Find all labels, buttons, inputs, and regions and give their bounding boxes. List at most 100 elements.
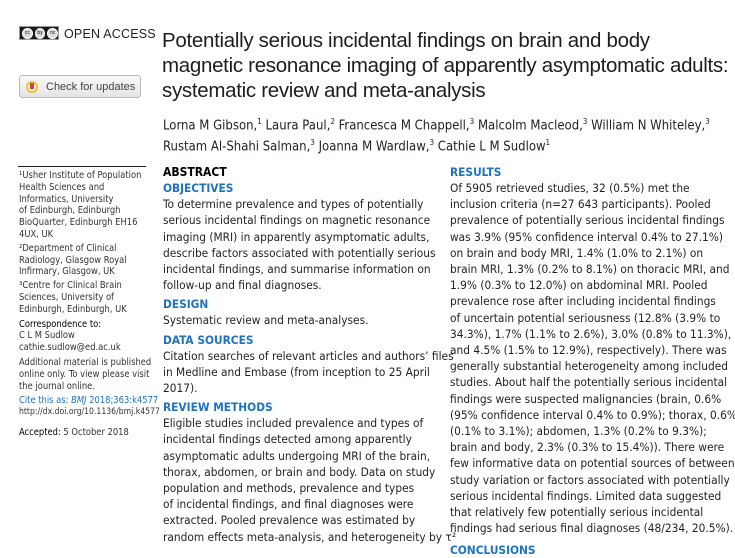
text-line: random effects meta-analysis, and hetero… [163,529,457,544]
affiliation-line: ³Centre for Clinical Brain [19,280,122,292]
text-line: generally substantial heterogeneity amon… [450,359,728,374]
text-line: that relatively few potentially serious … [450,505,704,520]
text-line: few informative data on potential source… [450,456,735,471]
additional-material-line: the journal online. [19,380,95,392]
text-line: brain MRI, 1.3% (0.2% to 8.1%) on thorac… [450,262,730,277]
text-line: Systematic review and meta-analyses. [163,313,369,328]
author-name: Lorna M Gibson, [163,118,258,134]
author-name: Rustam Al-Shahi Salman, [163,139,311,155]
author-name: Joanna M Wardlaw, [314,139,430,155]
cite-ref: 2018;363:k4577 [86,395,159,407]
divider [18,166,146,167]
abstract-heading: ABSTRACT [163,165,227,179]
text-line: (0.1% to 3.1%); abdomen, 1.3% (0.2% to 9… [450,424,707,439]
text-line: Eligible studies included prevalence and… [163,416,424,431]
text-line: inclusion criteria (n=27 643 participant… [450,197,711,212]
text-line: prevalence of potentially serious incide… [450,213,725,228]
section-heading-results: RESULTS [450,165,502,179]
text-line: extracted. Pooled prevalence was estimat… [163,513,416,528]
affiliation-line: BioQuarter, Edinburgh EH16 [19,217,138,229]
correspondence-label: Correspondence to: [19,318,102,330]
check-for-updates-button[interactable]: Check for updates [19,75,141,98]
affiliation: ³Centre for Clinical Brain Sciences, Univ… [19,280,159,315]
author-name: Laura Paul, [261,118,331,134]
nc-icon: nc [47,27,59,39]
author-affiliation-marker: 3 [310,138,315,148]
by-icon: by [34,27,46,39]
cite-journal: BMJ [71,395,87,407]
text-line: in Medline and Embase (from inception to… [163,364,430,379]
section-heading-review-methods: REVIEW METHODS [163,400,273,415]
author-name: William N Whiteley, [587,118,706,134]
affiliation-line: ¹Usher Institute of Population [19,170,142,181]
creative-commons-badge: cc by nc [19,26,59,40]
text-line: (95% confidence interval 0.4% to 0.9%); … [450,407,735,422]
affiliation-line: 4UX, UK [19,228,54,240]
section-heading-data-sources: DATA SOURCES [163,332,254,347]
affiliation: ¹Usher Institute of Population Health Sci… [19,170,159,241]
affiliation-line: of Edinburgh, Edinburgh [19,205,121,217]
affiliation-line: ²Department of Clinical [19,242,117,254]
section-body: Systematic review and meta-analyses. [163,312,456,328]
title-line: systematic review and meta-analysis [162,79,486,102]
author-affiliation-marker: 3 [705,117,710,126]
author-affiliation-marker: 1 [545,138,551,148]
text-line: imaging (MRI) in apparently asymptomatic… [163,229,430,244]
text-line: incidental findings, and summarise infor… [163,262,431,277]
author-list: Lorna M Gibson,1 Laura Paul,2 Francesca … [163,113,733,156]
author-name: Cathie L M Sudlow [434,139,546,155]
text-line: To determine prevalence and types of pot… [163,197,424,212]
text-line: brain and body, 2.3% (0.3% to 15.4%)). T… [450,440,725,455]
correspondence-email[interactable]: cathie.sudlow@ed.ac.uk [19,342,121,354]
text-line: Citation searches of relevant articles a… [163,348,454,363]
correspondence-name: C L M Sudlow [19,330,75,342]
text-line: of incidental findings, and final diagno… [163,497,414,512]
text-line: Of 5905 retrieved studies, 32 (0.5%) met… [450,181,690,195]
open-access-label: OPEN ACCESS [64,27,156,41]
results-section: RESULTS Of 5905 retrieved studies, 32 (0… [450,164,735,558]
title-line: Potentially serious incidental findings … [162,29,650,52]
text-line: serious incidental findings. Limited dat… [450,488,722,503]
affiliation-line: Infirmary, Glasgow, UK [19,266,115,278]
text-line: serious incidental findings on magnetic … [163,213,431,228]
affiliation: ²Department of Clinical Radiology, Glasgo… [19,243,159,278]
text-line: findings had serious final diagnoses (48… [450,521,734,536]
additional-material-line: Additional material is published [19,356,152,368]
accepted-date: 5 October 2018 [60,426,129,438]
accepted-label: Accepted: [19,426,61,438]
text-line: on brain and body MRI, 1.4% (1.0% to 2.1… [450,245,704,260]
text-line: was 3.9% (95% confidence interval 0.4% t… [450,229,724,244]
article-title: Potentially serious incidental findings … [162,28,729,103]
author-affiliation-marker: 1 [257,117,262,126]
text-line: incidental findings detected among appar… [163,432,412,447]
cite-label: Cite this as: [19,395,72,407]
text-line: prevalence rose after including incident… [450,294,716,309]
author-line: Rustam Al-Shahi Salman,3 Joanna M Wardla… [163,134,733,155]
section-body: Eligible studies included prevalence and… [163,415,456,545]
text-line: asymptomatic adults undergoing MRI of th… [163,448,431,463]
text-line: 34.3%), 1.7% (1.1% to 2.6%), 3.0% (0.8% … [450,326,732,341]
affiliation-line: Radiology, Glasgow Royal [19,254,127,266]
author-name: Francesca M Chappell, [334,118,470,134]
text-line: study variation or factors associated wi… [450,472,730,487]
text-line: population and methods, prevalence and t… [163,481,415,496]
section-heading-objectives: OBJECTIVES [163,181,234,196]
crossmark-icon [26,80,38,93]
author-affiliation-marker: 3 [469,117,475,126]
author-affiliation-marker: 2 [330,117,335,126]
affiliation-line: Sciences, University of [19,291,115,303]
affiliation-line: Health Sciences and [19,181,105,193]
author-name: Malcolm Macleod, [474,118,583,134]
author-affiliation-marker: 3 [429,138,435,148]
author-affiliation-marker: 3 [582,117,588,126]
text-line: follow-up and final diagnoses. [163,278,322,293]
text-line: studies. About half the potentially seri… [450,375,728,390]
doi-link[interactable]: http://dx.doi.org/10.1136/bmj.k4577 [19,407,160,418]
cc-icon: cc [22,27,33,39]
affiliation-line: Edinburgh, Edinburgh, UK [19,303,127,315]
title-line: magnetic resonance imaging of apparently… [162,54,729,77]
text-line: 1.9% (0.3% to 12.0%) on abdominal MRI. P… [450,278,708,293]
check-updates-label: Check for updates [46,80,136,93]
text-line: describe factors associated with potenti… [163,245,436,260]
affiliation-line: Informatics, University [19,193,114,205]
